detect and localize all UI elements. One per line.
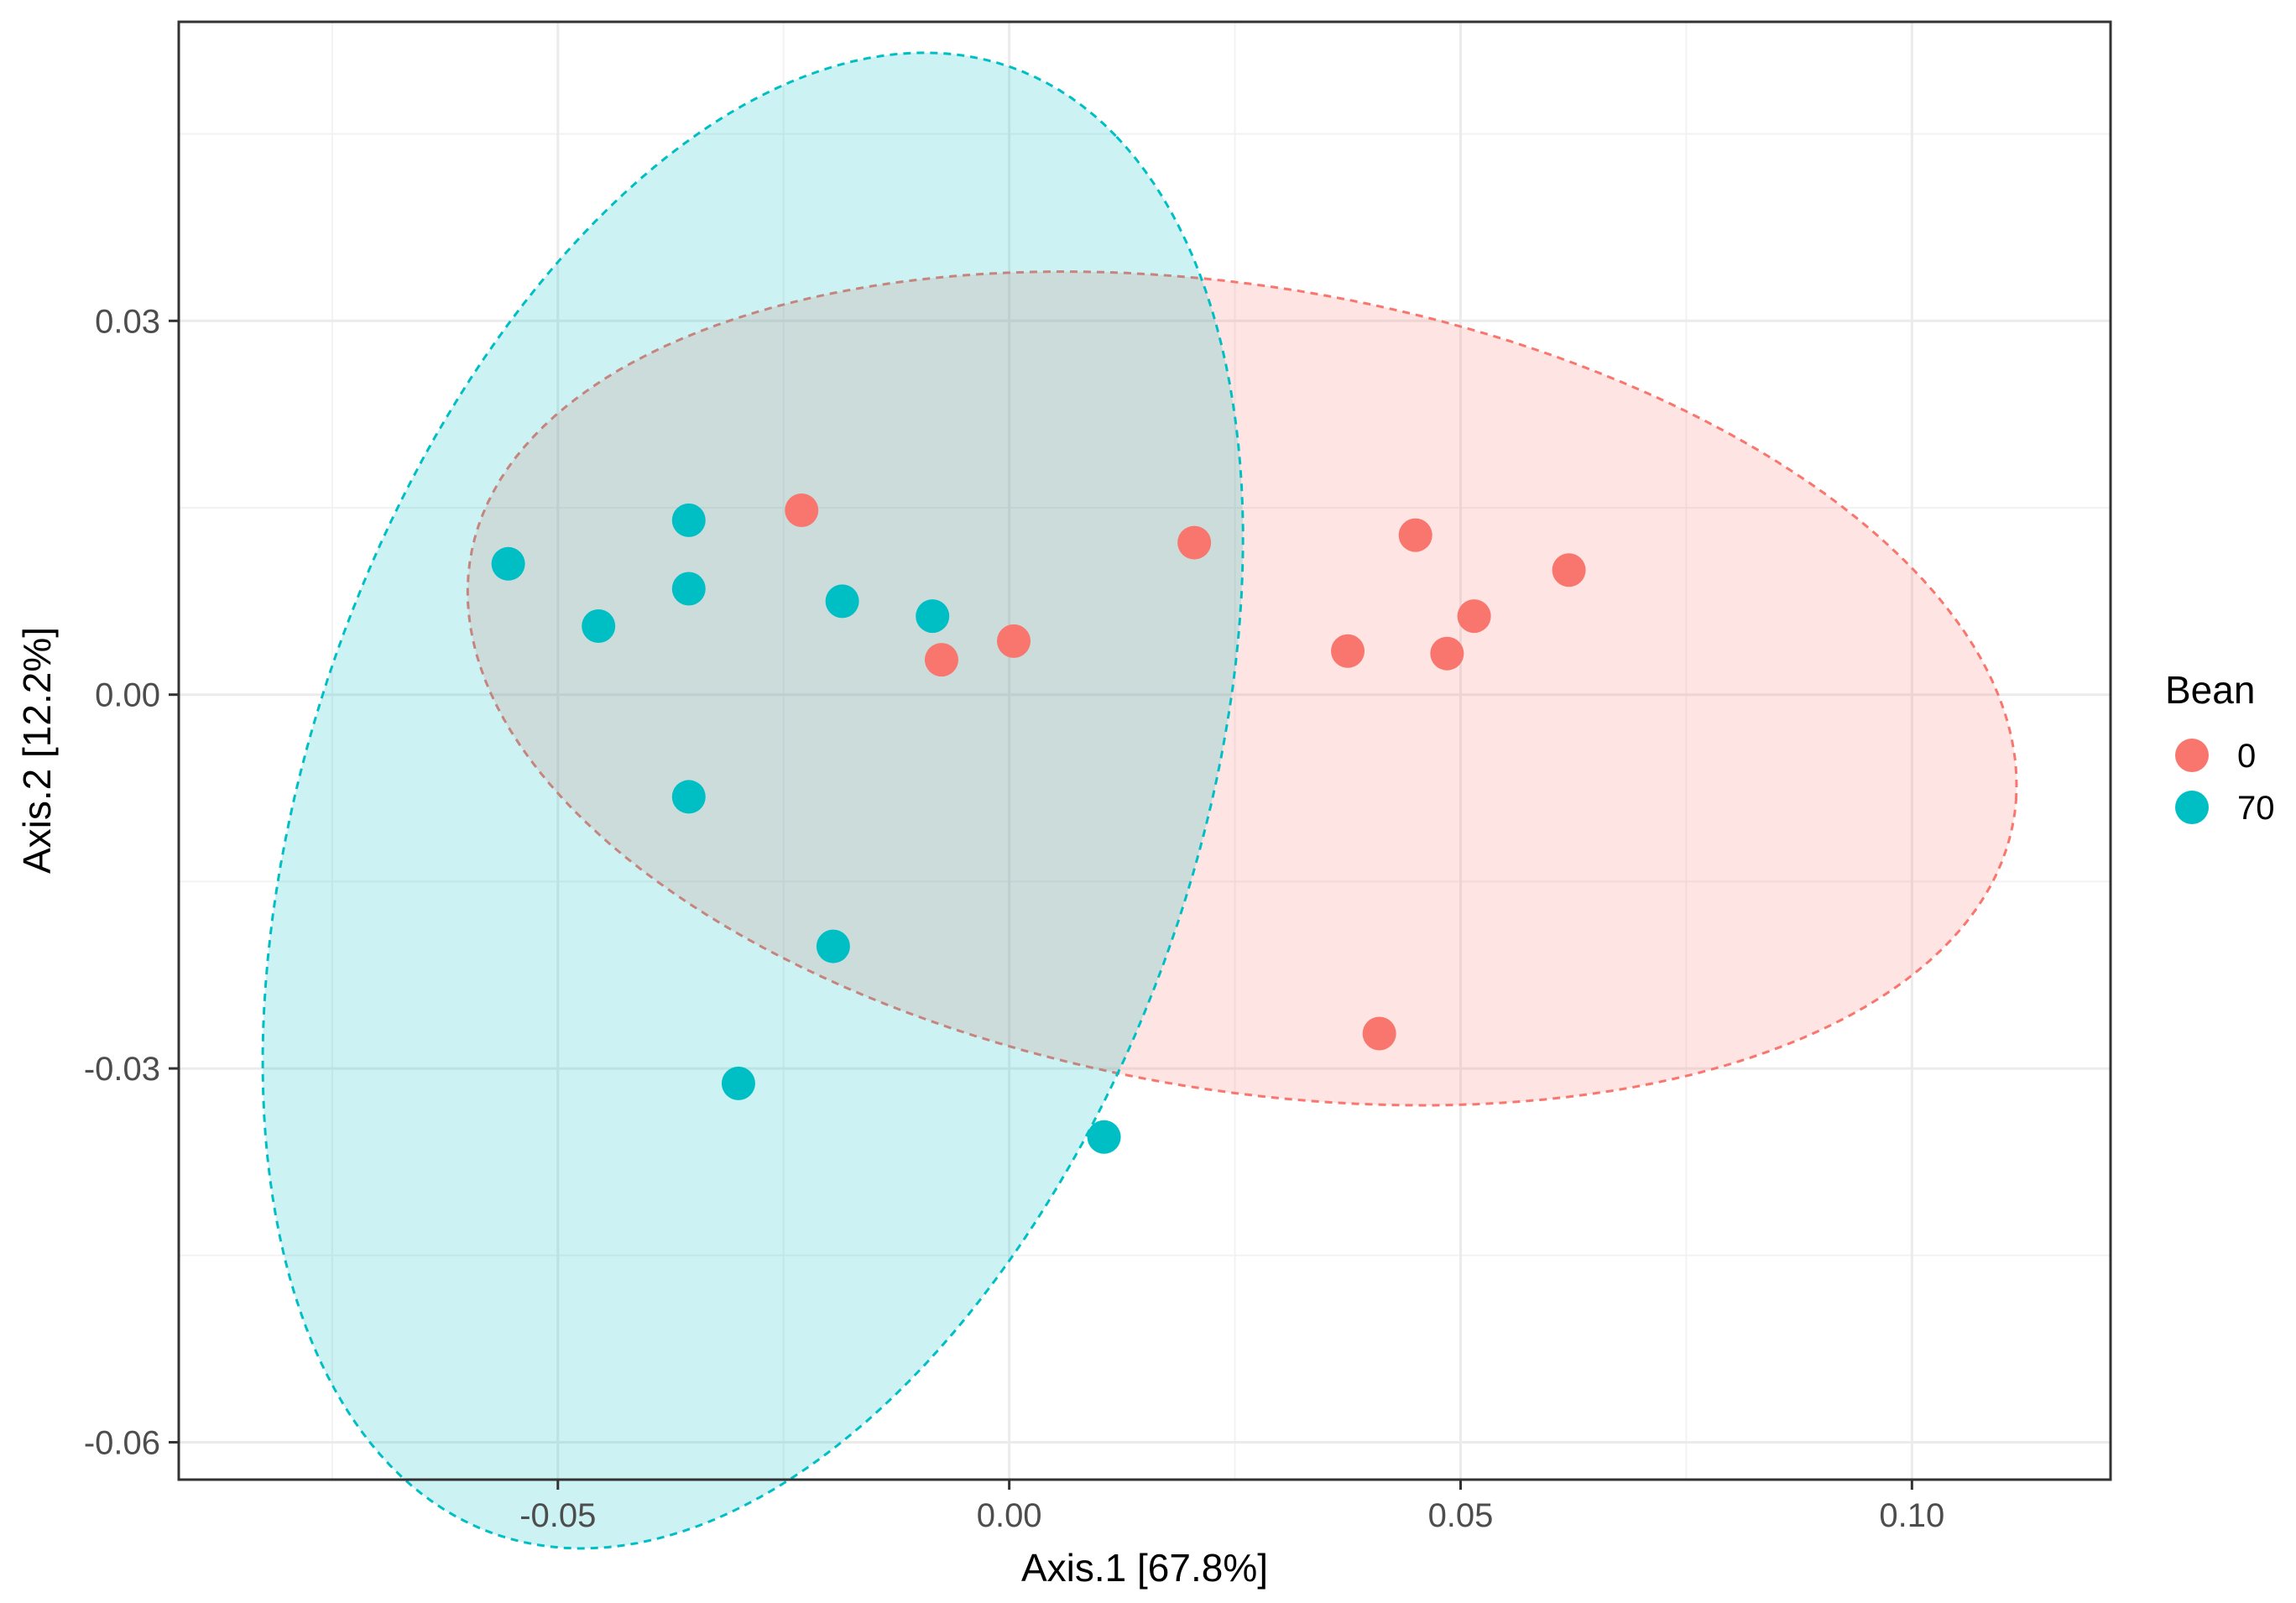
ellipse-group-0 <box>466 270 2018 1107</box>
y-tick-label: 0.03 <box>95 303 160 340</box>
major-gridlines <box>179 22 2111 1480</box>
legend-key-70 <box>2175 791 2209 824</box>
y-tick-label: -0.03 <box>84 1051 160 1088</box>
point-group-0 <box>1430 636 1464 671</box>
point-group-70 <box>491 546 525 581</box>
legend-items: 070 <box>2175 738 2275 827</box>
y-axis: -0.06 -0.03 0.00 0.03 <box>84 303 179 1461</box>
point-group-70 <box>916 599 950 634</box>
point-group-70 <box>721 1066 755 1100</box>
x-tick-label: -0.05 <box>519 1497 596 1534</box>
x-axis: -0.05 0.00 0.05 0.10 <box>519 1480 1944 1534</box>
point-group-0 <box>1362 1016 1396 1051</box>
point-group-0 <box>1552 553 1586 587</box>
confidence-ellipses <box>261 51 2018 1550</box>
point-group-0 <box>785 493 819 527</box>
x-tick-label: 0.10 <box>1879 1497 1944 1534</box>
ellipse-group-70 <box>261 51 1245 1550</box>
point-group-0 <box>1398 518 1432 552</box>
x-tick-label: 0.00 <box>977 1497 1042 1534</box>
point-group-0 <box>1331 634 1365 668</box>
y-tick-label: -0.06 <box>84 1424 160 1461</box>
point-group-0 <box>1457 599 1491 634</box>
y-axis-title: Axis.2 [12.2%] <box>15 627 59 874</box>
legend-key-0 <box>2175 739 2209 772</box>
point-group-0 <box>924 643 958 677</box>
point-group-70 <box>671 572 706 606</box>
point-group-70 <box>816 929 850 963</box>
legend-label-70: 70 <box>2237 790 2275 827</box>
data-points <box>491 493 1586 1154</box>
x-axis-title: Axis.1 [67.8%] <box>1021 1546 1268 1590</box>
plot-panel <box>177 20 2112 1550</box>
point-group-70 <box>671 780 706 814</box>
point-group-70 <box>825 584 859 619</box>
point-group-70 <box>1087 1120 1121 1154</box>
panel-background <box>179 22 2111 1480</box>
point-group-70 <box>671 503 706 537</box>
minor-gridlines <box>179 22 2111 1480</box>
point-group-0 <box>997 624 1031 658</box>
y-tick-label: 0.00 <box>95 677 160 714</box>
x-tick-label: 0.05 <box>1428 1497 1494 1534</box>
point-group-70 <box>582 609 616 644</box>
legend: Bean 070 <box>2165 668 2275 827</box>
point-group-0 <box>1177 525 1212 560</box>
panel-border <box>177 20 2112 1481</box>
legend-label-0: 0 <box>2237 738 2256 775</box>
legend-title: Bean <box>2165 668 2255 712</box>
